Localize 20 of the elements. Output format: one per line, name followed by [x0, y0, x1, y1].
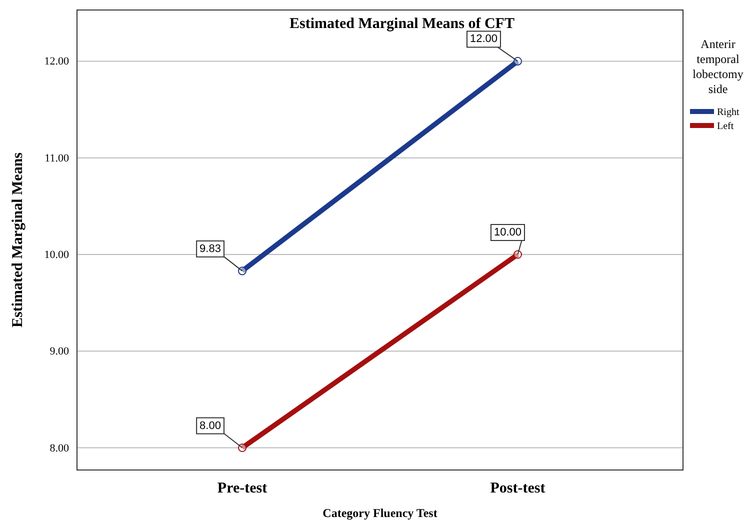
y-axis-title: Estimated Marginal Means	[10, 152, 26, 328]
legend-label: Left	[717, 121, 734, 132]
legend-label: Right	[717, 107, 740, 118]
point	[513, 250, 522, 259]
chart-title: Estimated Marginal Means of CFT	[290, 16, 514, 32]
x-tick-label: Post-test	[490, 480, 546, 497]
y-tick-label: 11.00	[44, 152, 70, 164]
data-label: 10.00	[494, 226, 522, 238]
point	[238, 443, 247, 452]
data-label: 9.83	[200, 242, 221, 255]
data-label: 12.00	[470, 33, 498, 46]
x-tick-label: Pre-test	[217, 480, 268, 497]
y-tick-label: 8.00	[50, 442, 70, 454]
y-tick-label: 9.00	[50, 346, 70, 358]
y-tick-label: 10.00	[44, 249, 70, 262]
legend-title: Anterir temporal lobectomy side	[692, 37, 744, 96]
y-tick-label: 12.00	[44, 56, 70, 68]
point	[238, 266, 247, 276]
x-axis-title: Category Fluency Test	[322, 506, 438, 520]
data-label: 8.00	[200, 420, 221, 432]
